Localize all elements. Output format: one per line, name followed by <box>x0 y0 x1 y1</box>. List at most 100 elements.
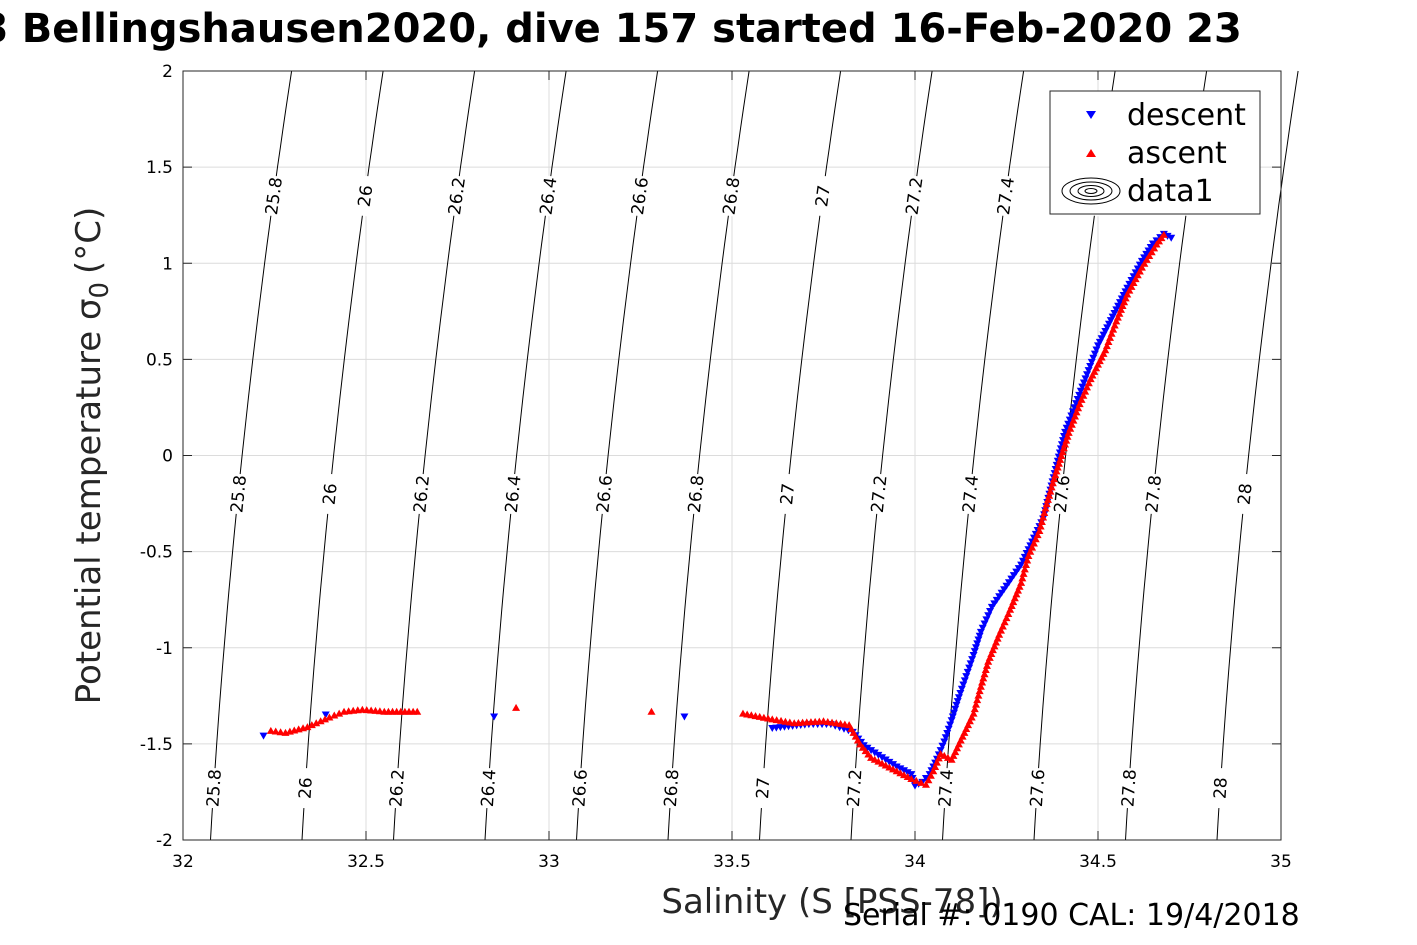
contour-label: 27.8 <box>1142 474 1166 514</box>
ascent-point <box>1135 267 1144 275</box>
descent-point <box>874 751 883 759</box>
y-axis-label: Potential temperature σ0 (°C) <box>69 207 115 705</box>
ascent-point <box>979 674 988 682</box>
descent-point <box>889 761 898 769</box>
contour-label: 26.6 <box>569 769 591 808</box>
contour-label: 27.4 <box>935 769 957 808</box>
ascent-point <box>965 717 974 725</box>
ascent-point <box>1053 463 1062 471</box>
y-axis-label-main: Potential temperature σ <box>69 299 109 705</box>
ascent-point <box>1094 360 1102 368</box>
x-tick-label: 32.5 <box>347 852 385 872</box>
descent-point <box>490 713 499 721</box>
ascent-point <box>1017 578 1026 586</box>
ascent-point <box>1040 509 1049 517</box>
contour-label-bg <box>225 472 252 515</box>
ascent-point <box>1084 379 1093 387</box>
ascent-point <box>985 653 994 661</box>
ascent-point <box>335 709 344 717</box>
x-tick-label: 32 <box>172 852 194 872</box>
ascent-point <box>1150 244 1159 252</box>
ascent-point <box>1019 569 1028 577</box>
legend-box <box>1049 90 1261 215</box>
ascent-point <box>1109 325 1118 333</box>
ascent-point <box>1024 551 1033 559</box>
contour-label-bg <box>499 472 526 515</box>
ascent-point <box>1070 412 1079 420</box>
ascent-point <box>969 709 978 717</box>
ascent-point <box>1015 582 1024 590</box>
y-tick-label: 2 <box>162 62 173 82</box>
contour-label: 26.2 <box>445 176 470 216</box>
ascent-point <box>984 657 993 665</box>
contour-label-bg <box>534 174 562 218</box>
contour-label-bg <box>442 174 471 218</box>
ascent-point <box>1002 614 1011 622</box>
ascent-point <box>1066 424 1075 432</box>
contour-label: 27.6 <box>1027 769 1049 808</box>
contour-label: 27.2 <box>868 474 892 514</box>
ascent-point <box>1031 535 1040 543</box>
ascent-point <box>947 755 956 763</box>
ascent-point <box>1101 346 1110 354</box>
descent-point <box>921 774 930 782</box>
x-tick-label: 34.5 <box>1079 852 1117 872</box>
ascent-point <box>1009 598 1018 606</box>
contour-label-bg <box>957 472 984 515</box>
contour-label-bg <box>841 767 867 809</box>
contour-label: 27.2 <box>844 769 866 808</box>
descent-point <box>1167 234 1176 242</box>
contour-label: 26.4 <box>478 769 500 808</box>
contour-label-bg <box>591 472 618 515</box>
ascent-point <box>512 703 521 711</box>
ascent-point <box>1088 371 1097 379</box>
ascent-point <box>321 715 330 723</box>
descent-point <box>1148 240 1157 248</box>
contour-label-bg <box>750 767 775 809</box>
descent-point <box>896 765 905 773</box>
ascent-point <box>647 707 656 715</box>
y-axis-label-unit: (°C) <box>69 207 109 274</box>
contour-label: 27.6 <box>1051 474 1075 514</box>
descent-point <box>863 744 872 752</box>
ascent-point <box>998 622 1007 630</box>
ascent-point <box>1058 448 1067 456</box>
descent-point <box>878 754 887 762</box>
ascent-point <box>1069 416 1078 424</box>
data-points <box>259 230 1176 790</box>
contour-label-bg <box>259 174 288 218</box>
ascent-point <box>1061 440 1070 448</box>
ascent-point <box>1127 282 1136 290</box>
legend-data1-label: data1 <box>1127 174 1214 209</box>
contour-label: 26 <box>355 184 378 208</box>
ascent-point <box>931 762 940 770</box>
legend-descent-marker <box>1086 111 1096 119</box>
ascent-point <box>960 728 969 736</box>
ascent-point <box>949 751 958 759</box>
ascent-point <box>995 630 1004 638</box>
ascent-point <box>956 736 965 744</box>
ascent-point <box>1137 263 1146 271</box>
ascent-point <box>951 748 960 756</box>
ascent-point <box>1081 387 1090 395</box>
contour-label: 27.4 <box>959 474 983 514</box>
ascent-point <box>1133 271 1142 279</box>
contour-label: 27.8 <box>1118 769 1140 808</box>
ascent-point <box>1110 321 1119 329</box>
ascent-point <box>325 713 334 721</box>
contour-label: 27 <box>753 777 774 800</box>
ascent-point <box>1043 495 1052 503</box>
serial-calibration-note: Serial #: 0190 CAL: 19/4/2018 <box>843 898 1300 933</box>
ascent-point <box>1079 391 1088 399</box>
ascent-point <box>1050 475 1059 483</box>
ascent-point <box>1075 400 1084 408</box>
contour-line <box>1216 70 1299 841</box>
contour-label: 26 <box>320 482 342 506</box>
y-tick-label: -2 <box>156 831 173 851</box>
ascent-point <box>1047 483 1056 491</box>
ascent-point <box>1052 467 1061 475</box>
ascent-point <box>1090 367 1099 375</box>
contour-label: 27.4 <box>994 176 1019 216</box>
contour-label-bg <box>717 174 745 218</box>
contour-label-bg <box>682 472 709 515</box>
